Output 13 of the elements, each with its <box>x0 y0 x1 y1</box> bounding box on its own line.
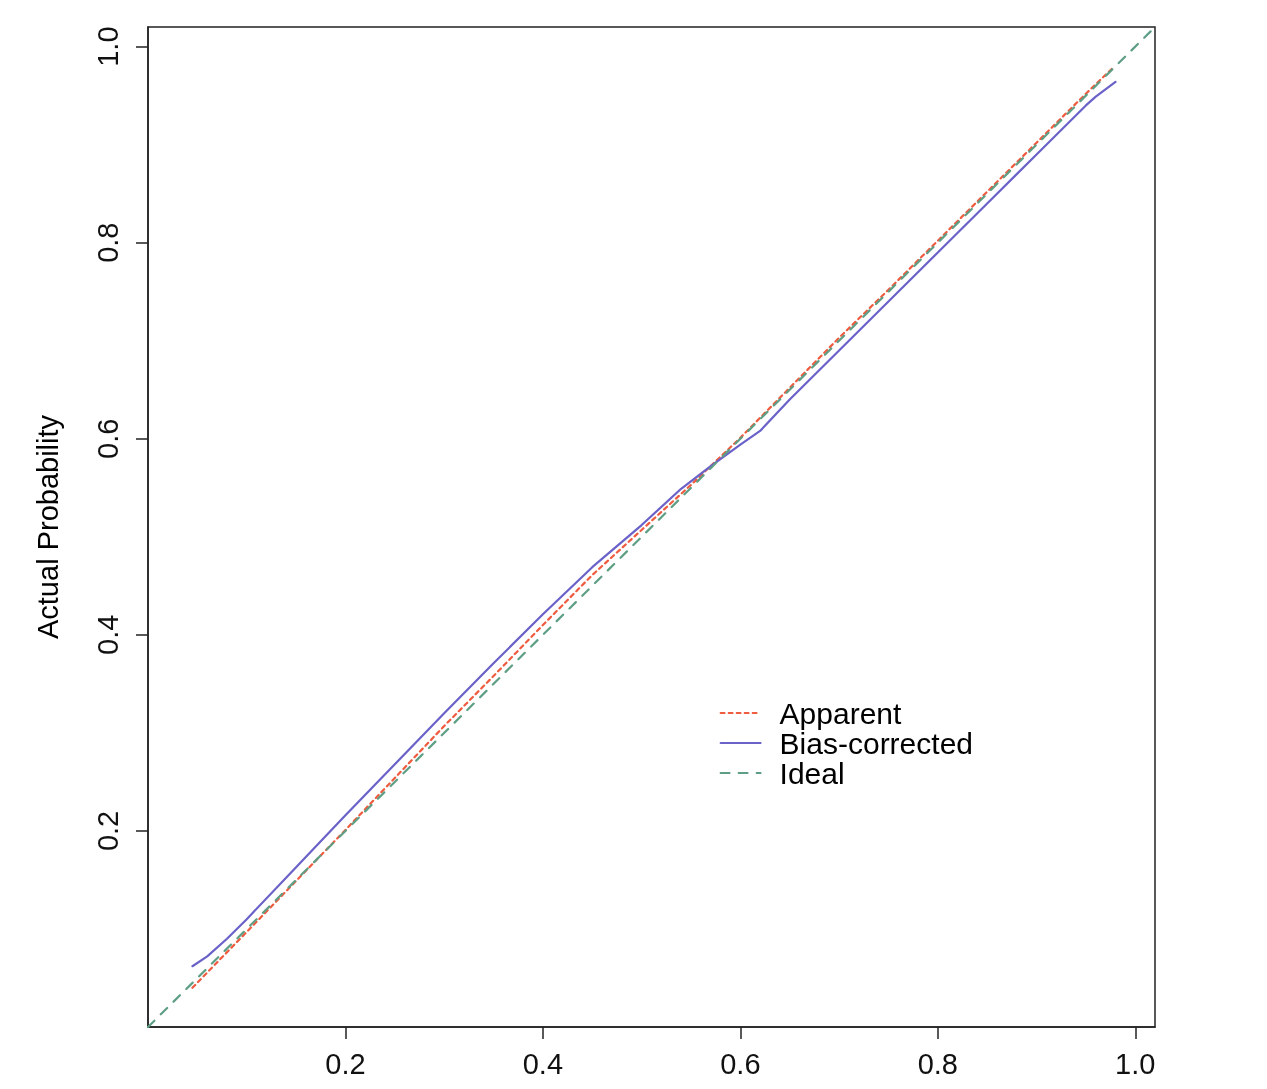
x-tick-label: 0.8 <box>917 1047 958 1080</box>
x-tick-label: 0.4 <box>522 1047 564 1080</box>
y-tick-label: 0.4 <box>91 614 124 656</box>
y-axis-title: Actual Probability <box>31 414 64 640</box>
y-tick-label: 1.0 <box>91 26 124 67</box>
x-tick-label: 1.0 <box>1115 1047 1156 1080</box>
y-tick-label: 0.2 <box>91 810 124 852</box>
y-tick-label: 0.6 <box>91 418 124 459</box>
legend-label: Apparent <box>779 696 903 730</box>
x-tick-label: 0.6 <box>720 1047 761 1080</box>
x-tick-label: 0.2 <box>325 1047 366 1080</box>
y-tick-label: 0.8 <box>91 222 124 263</box>
legend-label: Ideal <box>779 756 845 790</box>
